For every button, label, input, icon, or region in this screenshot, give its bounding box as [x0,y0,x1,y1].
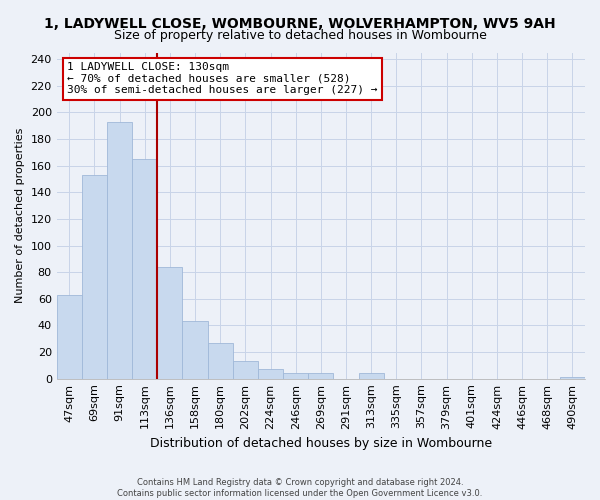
Bar [359,374,384,378]
Bar [283,374,308,378]
Bar [157,267,182,378]
Bar [182,322,208,378]
Text: Size of property relative to detached houses in Wombourne: Size of property relative to detached ho… [113,29,487,42]
Bar [56,295,82,378]
Bar [82,175,107,378]
X-axis label: Distribution of detached houses by size in Wombourne: Distribution of detached houses by size … [150,437,492,450]
Bar [258,370,283,378]
Bar [233,362,258,378]
Y-axis label: Number of detached properties: Number of detached properties [15,128,25,304]
Bar [208,342,233,378]
Text: 1 LADYWELL CLOSE: 130sqm
← 70% of detached houses are smaller (528)
30% of semi-: 1 LADYWELL CLOSE: 130sqm ← 70% of detach… [67,62,378,96]
Bar [132,159,157,378]
Bar [107,122,132,378]
Bar [308,374,334,378]
Text: 1, LADYWELL CLOSE, WOMBOURNE, WOLVERHAMPTON, WV5 9AH: 1, LADYWELL CLOSE, WOMBOURNE, WOLVERHAMP… [44,18,556,32]
Text: Contains HM Land Registry data © Crown copyright and database right 2024.
Contai: Contains HM Land Registry data © Crown c… [118,478,482,498]
